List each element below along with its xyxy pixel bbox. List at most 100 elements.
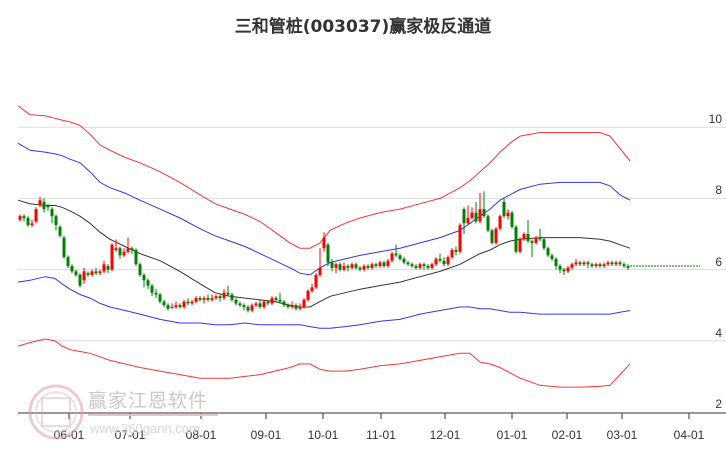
candle (106, 266, 110, 270)
candle (350, 264, 354, 268)
candle (418, 264, 422, 268)
candle (450, 250, 454, 258)
candle (250, 305, 254, 311)
candle (102, 264, 106, 272)
candle (426, 266, 430, 268)
candle (166, 305, 170, 309)
candle (546, 248, 550, 256)
candle (494, 228, 498, 243)
candle (254, 303, 258, 306)
candle (78, 274, 82, 286)
candle (210, 298, 214, 300)
candle (298, 306, 302, 309)
candle (482, 209, 486, 217)
candle (362, 266, 366, 270)
candle (122, 251, 126, 256)
candle (514, 226, 518, 252)
candle (222, 292, 226, 299)
candle (290, 305, 294, 307)
candle (338, 264, 342, 270)
candle (322, 237, 326, 249)
candle (414, 266, 418, 268)
candle (234, 299, 238, 304)
candle (270, 298, 274, 304)
candle (62, 237, 66, 258)
candle (550, 255, 554, 259)
candle (42, 201, 46, 210)
candle (134, 250, 138, 265)
candle (562, 269, 566, 272)
candle (58, 226, 62, 236)
candle (334, 264, 338, 268)
x-tick-label: 08-01 (185, 428, 217, 442)
x-tick-label: 12-01 (429, 428, 461, 442)
candlesticks (18, 191, 630, 313)
candle (382, 262, 386, 267)
candle (306, 290, 310, 300)
candle (178, 305, 182, 307)
x-tick-label: 01-01 (496, 428, 528, 442)
candle (226, 292, 230, 295)
candle (150, 285, 154, 293)
candle (118, 248, 122, 256)
candle (286, 305, 290, 307)
candle (506, 212, 510, 217)
candle (54, 216, 58, 226)
grid-lines (18, 126, 726, 342)
candle (626, 266, 630, 268)
candle (30, 223, 34, 226)
candle (162, 301, 166, 306)
candle (454, 250, 458, 252)
x-tick-label: 09-01 (250, 428, 282, 442)
candle (154, 292, 158, 295)
candle (330, 262, 334, 268)
candle (202, 298, 206, 300)
candle (18, 216, 22, 220)
candle (486, 216, 490, 231)
candle (618, 262, 622, 265)
candle (230, 294, 234, 300)
candle (458, 225, 462, 252)
watermark-url: www.360gann.com (90, 421, 200, 436)
candle (238, 303, 242, 306)
candle (218, 296, 222, 299)
candle (326, 244, 330, 263)
candle (594, 264, 598, 267)
candle (186, 301, 190, 304)
candle (398, 255, 402, 259)
lower-inner-line (17, 276, 631, 329)
candle (294, 305, 298, 309)
candle (610, 262, 614, 265)
candle (174, 305, 178, 307)
candle (346, 266, 350, 268)
candle (110, 244, 114, 270)
candle (190, 301, 194, 304)
candle (246, 306, 250, 311)
candle (590, 264, 594, 267)
candle (522, 234, 526, 240)
candle (142, 274, 146, 281)
candle (434, 258, 438, 265)
candle (570, 264, 574, 268)
candle (498, 216, 502, 229)
candle (446, 257, 450, 265)
candle (378, 262, 382, 267)
candle (22, 216, 26, 218)
candle (518, 239, 522, 252)
candle (622, 264, 626, 267)
candle (278, 299, 282, 302)
candle (182, 301, 186, 307)
watermark-divider (88, 414, 218, 416)
candle (370, 264, 374, 268)
upper-outer-line (17, 105, 631, 249)
candle (266, 301, 270, 304)
candle (206, 298, 210, 300)
chart-title: 三和管桩(003037)赢家极反通道 (234, 17, 492, 37)
candle (582, 262, 586, 265)
candle (242, 305, 246, 307)
candle (170, 306, 174, 308)
y-tick-label: 2 (715, 397, 722, 411)
candle (318, 267, 322, 275)
x-tick-label: 02-01 (551, 428, 583, 442)
candle (50, 209, 54, 217)
